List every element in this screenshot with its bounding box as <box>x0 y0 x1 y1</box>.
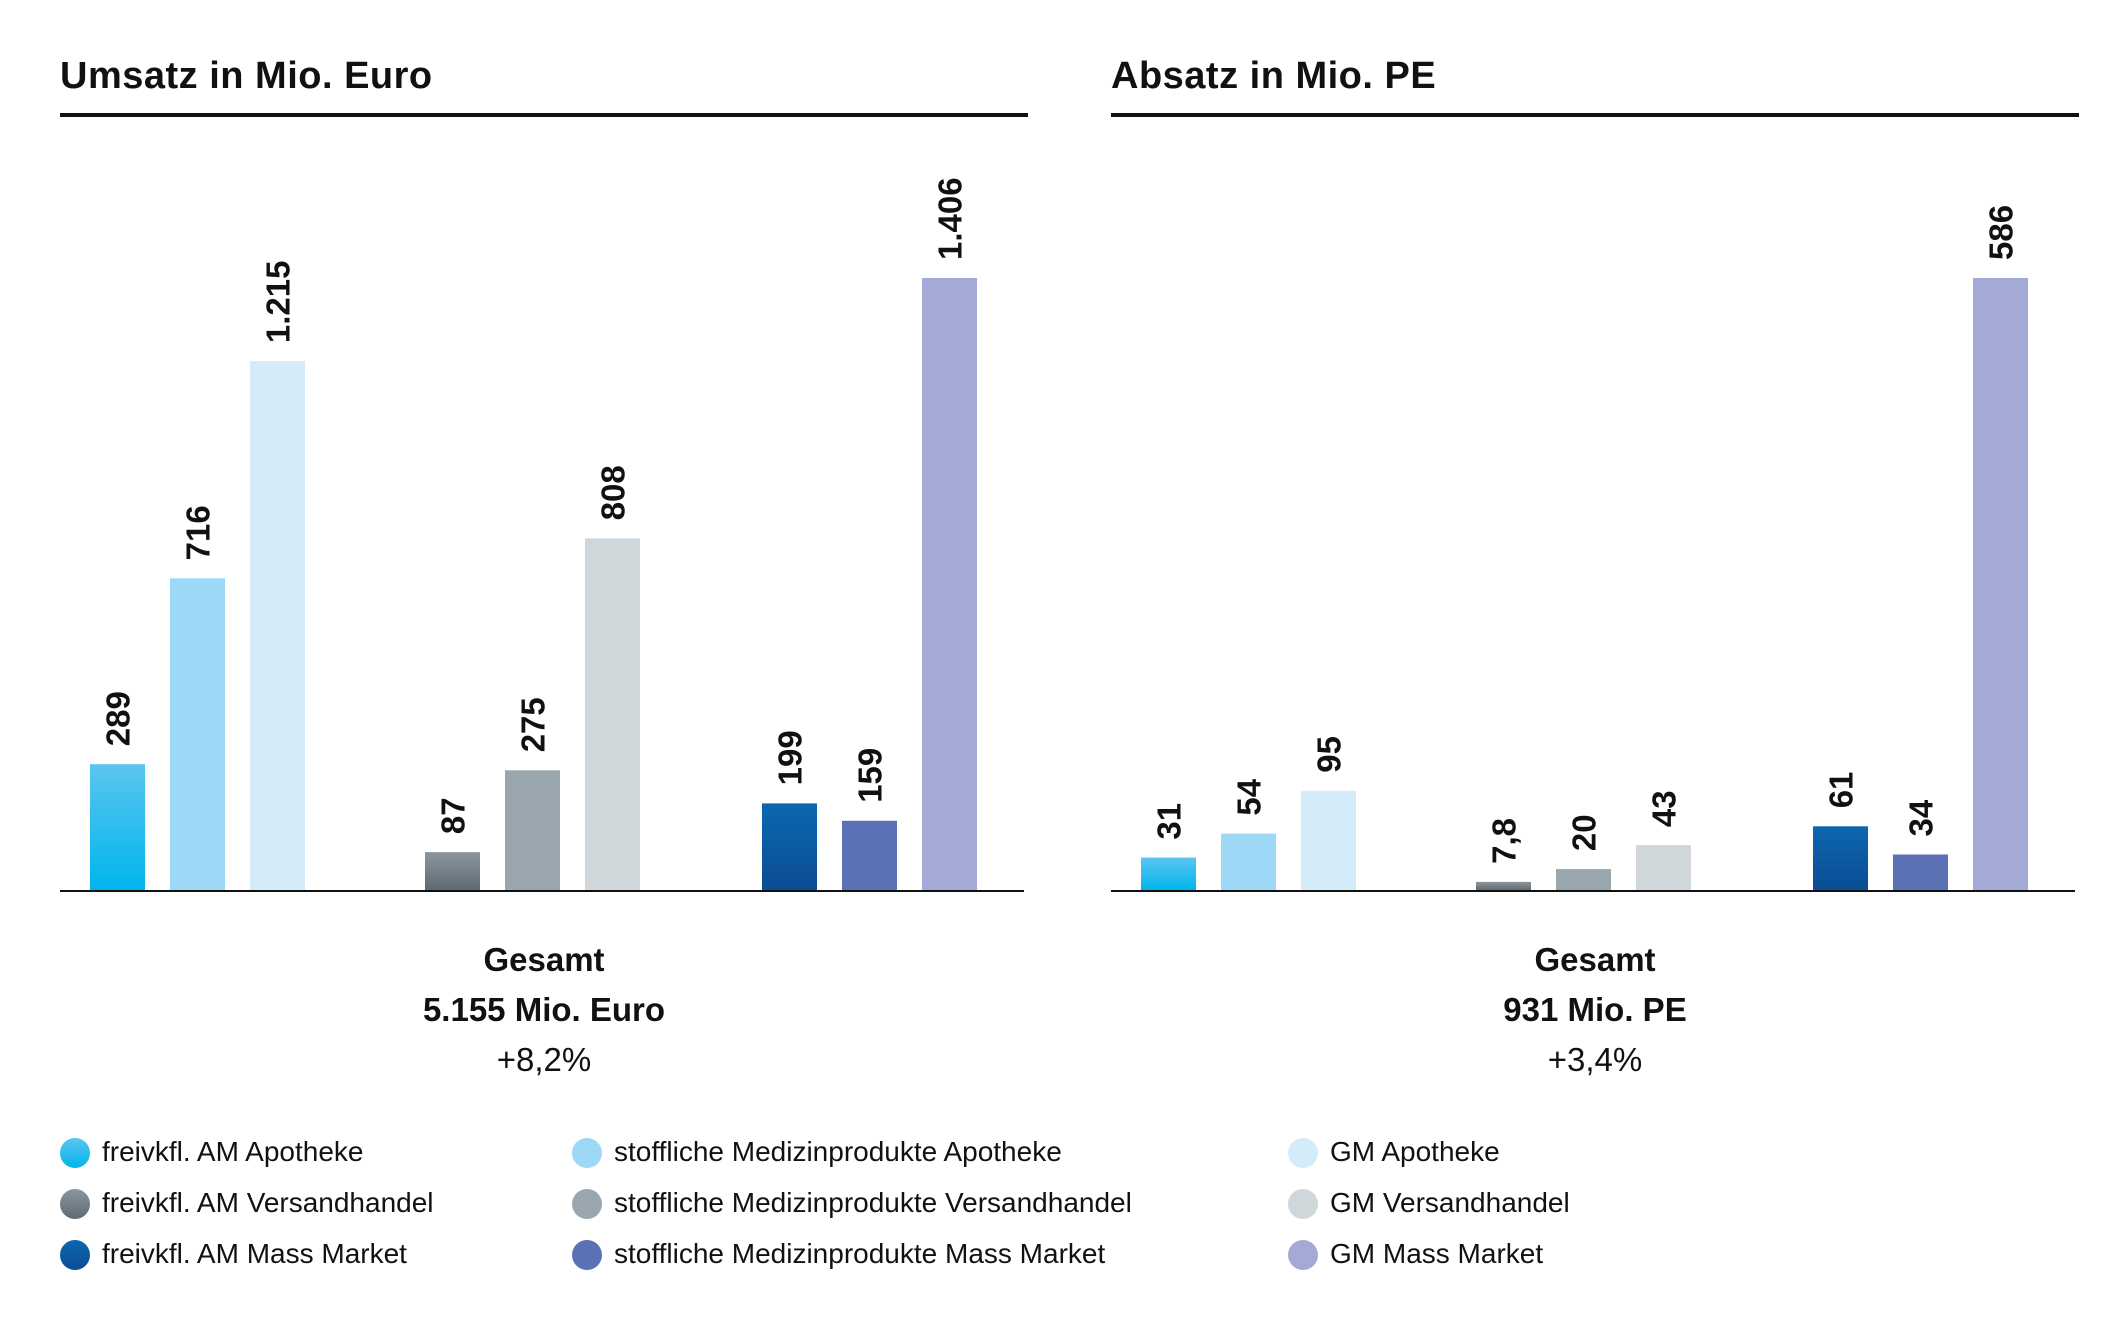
bar <box>842 820 897 890</box>
bar <box>922 278 977 890</box>
bar-value-label: 275 <box>515 697 552 752</box>
legend-label: GM Apotheke <box>1330 1136 1500 1167</box>
bar-value-label: 61 <box>1823 772 1860 809</box>
legend-swatch <box>1288 1240 1318 1270</box>
bar <box>1556 869 1611 890</box>
bar <box>425 852 480 890</box>
bar-value-label: 289 <box>100 691 137 746</box>
bar <box>1221 833 1276 890</box>
bar <box>1141 857 1196 890</box>
absatz-title-rule <box>1111 113 2079 117</box>
legend-label: stoffliche Medizinprodukte Versandhandel <box>614 1187 1132 1218</box>
legend-label: freivkfl. AM Mass Market <box>102 1238 407 1269</box>
bar-value-label: 7,8 <box>1486 818 1523 864</box>
bar <box>585 538 640 890</box>
absatz-summary-change: +3,4% <box>1547 1041 1643 1078</box>
umsatz-summary: Gesamt 5.155 Mio. Euro +8,2% <box>60 935 1028 1085</box>
legend-swatch <box>572 1138 602 1168</box>
umsatz-panel: Umsatz in Mio. Euro 289 716 1.215 87 275 808 1… <box>60 0 1035 1100</box>
bar <box>1813 826 1868 890</box>
umsatz-summary-change: +8,2% <box>496 1041 592 1078</box>
bar-value-label: 1.215 <box>260 261 297 344</box>
bar-value-label: 199 <box>772 730 809 785</box>
bar <box>170 578 225 890</box>
legend-swatch <box>572 1240 602 1270</box>
legend-swatch <box>60 1240 90 1270</box>
legend-swatch <box>1288 1138 1318 1168</box>
bar <box>1476 881 1531 890</box>
bar <box>90 764 145 890</box>
legend: freivkfl. AM Apotheke freivkfl. AM Versa… <box>60 1130 2060 1310</box>
absatz-bar-chart: 31 54 95 7,8 20 43 61 34 586 <box>1111 205 2075 892</box>
legend-swatch <box>60 1138 90 1168</box>
legend-label: GM Versandhandel <box>1330 1187 1570 1218</box>
absatz-summary: Gesamt 931 Mio. PE +3,4% <box>1111 935 2079 1085</box>
legend-label: GM Mass Market <box>1330 1238 1544 1269</box>
umsatz-title-rule <box>60 113 1028 117</box>
bar-value-label: 31 <box>1151 803 1188 840</box>
bar <box>1636 845 1691 890</box>
legend-swatch <box>1288 1189 1318 1219</box>
bar <box>505 770 560 890</box>
absatz-panel: Absatz in Mio. PE 31 54 95 7,8 20 43 61 34 586 G… <box>1111 0 2086 1100</box>
umsatz-summary-label: Gesamt <box>483 941 605 978</box>
legend-swatch <box>60 1189 90 1219</box>
bar <box>762 803 817 890</box>
bar <box>250 361 305 890</box>
bar-value-label: 716 <box>180 505 217 560</box>
absatz-title: Absatz in Mio. PE <box>1111 55 1437 97</box>
umsatz-summary-total: 5.155 Mio. Euro <box>422 991 666 1028</box>
umsatz-title: Umsatz in Mio. Euro <box>60 55 433 97</box>
bar-value-label: 43 <box>1646 790 1683 827</box>
bar-value-label: 1.406 <box>932 177 969 260</box>
bar-value-label: 20 <box>1566 814 1603 851</box>
absatz-summary-total: 931 Mio. PE <box>1503 991 1687 1028</box>
bar <box>1893 854 1948 890</box>
umsatz-bar-chart: 289 716 1.215 87 275 808 199 159 1.406 <box>60 177 1024 892</box>
legend-label: freivkfl. AM Versandhandel <box>102 1187 434 1218</box>
bar <box>1973 278 2028 890</box>
legend-label: stoffliche Medizinprodukte Apotheke <box>614 1136 1062 1167</box>
bar-value-label: 159 <box>852 748 889 803</box>
legend-swatch <box>572 1189 602 1219</box>
bar-value-label: 87 <box>435 797 472 834</box>
legend-label: freivkfl. AM Apotheke <box>102 1136 364 1167</box>
bar-value-label: 586 <box>1983 205 2020 260</box>
bar-value-label: 34 <box>1903 799 1940 836</box>
bar <box>1301 790 1356 890</box>
legend-label: stoffliche Medizinprodukte Mass Market <box>614 1238 1106 1269</box>
bar-value-label: 54 <box>1231 778 1268 815</box>
bar-value-label: 95 <box>1311 736 1348 773</box>
bar-value-label: 808 <box>595 465 632 520</box>
absatz-summary-label: Gesamt <box>1534 941 1656 978</box>
